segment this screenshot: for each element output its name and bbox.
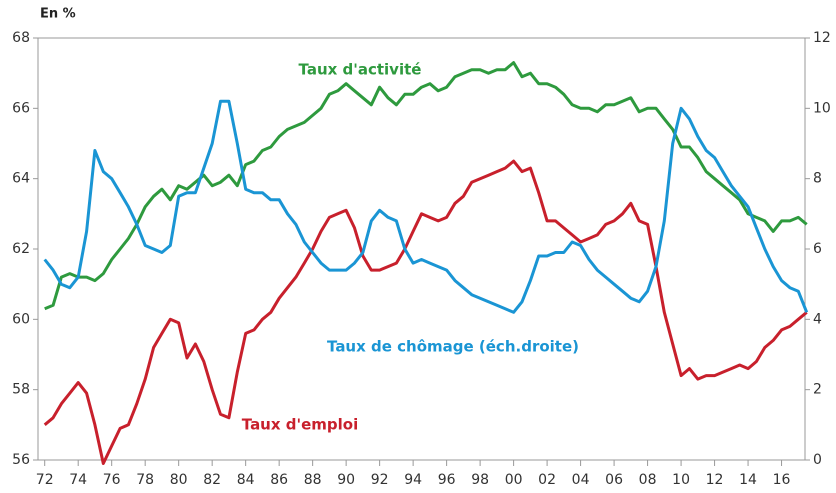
x-tick-label: 12 (706, 472, 724, 488)
y-tick-label: 60 (12, 311, 30, 327)
x-tick-label: 10 (672, 472, 690, 488)
x-tick-label: 92 (371, 472, 389, 488)
y-tick-label: 64 (12, 171, 30, 187)
y2-tick-label: 2 (813, 382, 822, 398)
y2-tick-label: 0 (813, 452, 822, 468)
x-tick-label: 94 (404, 472, 422, 488)
series-label: Taux d'emploi (242, 416, 358, 434)
y-tick-label: 62 (12, 241, 30, 257)
x-tick-label: 06 (605, 472, 623, 488)
y2-tick-label: 4 (813, 311, 822, 327)
x-tick-label: 02 (538, 472, 556, 488)
axis-label: En % (40, 7, 76, 22)
x-tick-label: 76 (103, 472, 121, 488)
x-tick-label: 14 (739, 472, 757, 488)
y-tick-label: 68 (12, 30, 30, 46)
y2-tick-label: 12 (813, 30, 831, 46)
x-tick-label: 80 (170, 472, 188, 488)
series-label: Taux d'activité (299, 61, 422, 79)
y-tick-label: 66 (12, 100, 30, 116)
y-tick-label: 56 (12, 452, 30, 468)
series-label: Taux de chômage (éch.droite) (327, 338, 579, 356)
x-tick-label: 04 (572, 472, 590, 488)
x-tick-label: 98 (471, 472, 489, 488)
x-tick-label: 72 (36, 472, 54, 488)
x-tick-label: 96 (438, 472, 456, 488)
x-tick-label: 86 (270, 472, 288, 488)
line-series (43, 99, 809, 314)
x-tick-label: 78 (136, 472, 154, 488)
y2-tick-label: 6 (813, 241, 822, 257)
x-tick-label: 00 (505, 472, 523, 488)
x-tick-label: 90 (337, 472, 355, 488)
line-series (44, 61, 808, 311)
x-tick-label: 74 (69, 472, 87, 488)
x-tick-label: 84 (237, 472, 255, 488)
x-tick-label: 08 (639, 472, 657, 488)
y-tick-label: 58 (12, 382, 30, 398)
x-tick-label: 16 (773, 472, 791, 488)
y2-tick-label: 10 (813, 100, 831, 116)
x-tick-label: 82 (203, 472, 221, 488)
line-series (43, 159, 808, 465)
x-tick-label: 88 (304, 472, 322, 488)
y2-tick-label: 8 (813, 171, 822, 187)
